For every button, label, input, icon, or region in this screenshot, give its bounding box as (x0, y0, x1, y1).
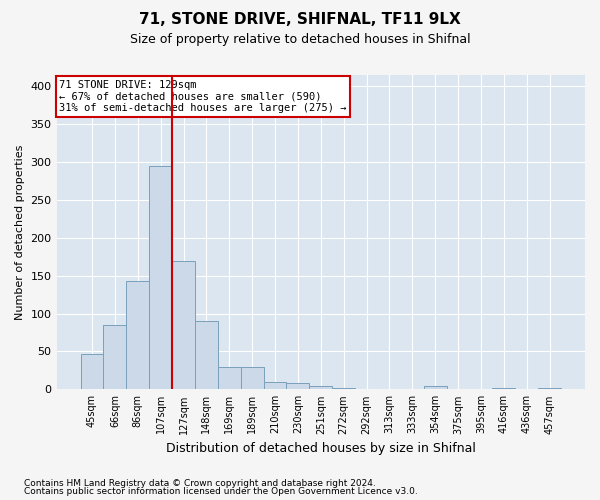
Y-axis label: Number of detached properties: Number of detached properties (15, 144, 25, 320)
Bar (127, 281, 149, 390)
Text: Contains HM Land Registry data © Crown copyright and database right 2024.: Contains HM Land Registry data © Crown c… (24, 478, 376, 488)
Text: 71, STONE DRIVE, SHIFNAL, TF11 9LX: 71, STONE DRIVE, SHIFNAL, TF11 9LX (139, 12, 461, 28)
Text: Contains public sector information licensed under the Open Government Licence v3: Contains public sector information licen… (24, 487, 418, 496)
Bar (332, 388, 355, 390)
Text: Size of property relative to detached houses in Shifnal: Size of property relative to detached ho… (130, 32, 470, 46)
X-axis label: Distribution of detached houses by size in Shifnal: Distribution of detached houses by size … (166, 442, 476, 455)
Bar (80, 354, 103, 390)
Bar (195, 321, 218, 390)
Bar (218, 366, 241, 390)
Bar (241, 366, 263, 390)
Bar (263, 382, 286, 390)
Bar (172, 260, 195, 390)
Bar (149, 166, 172, 390)
Text: 71 STONE DRIVE: 129sqm
← 67% of detached houses are smaller (590)
31% of semi-de: 71 STONE DRIVE: 129sqm ← 67% of detached… (59, 80, 347, 113)
Bar (310, 386, 332, 390)
Bar (538, 388, 561, 390)
Bar (103, 325, 127, 390)
Bar (424, 386, 446, 390)
Bar (493, 388, 515, 390)
Bar (286, 383, 310, 390)
